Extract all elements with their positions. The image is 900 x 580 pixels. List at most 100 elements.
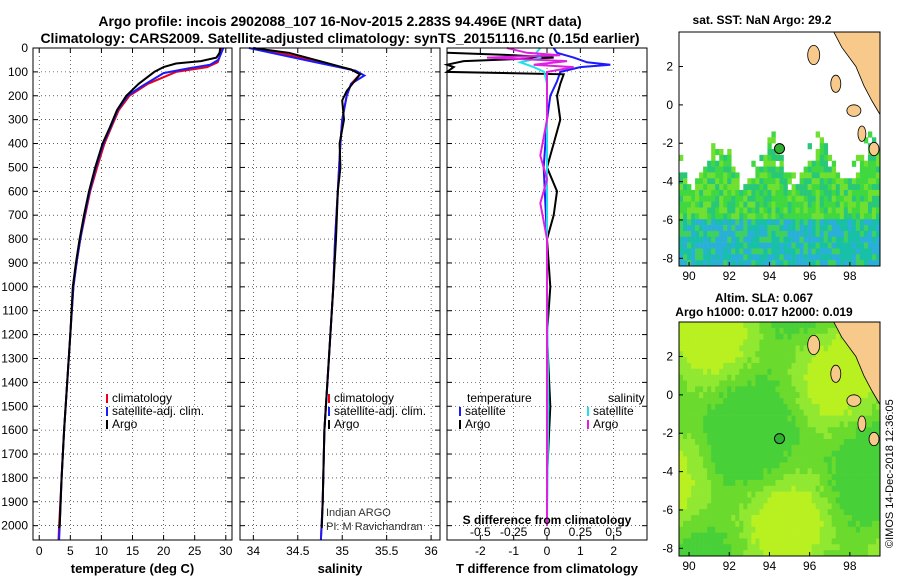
map-cell	[703, 515, 708, 522]
map-cell	[799, 444, 804, 451]
map-cell	[679, 462, 684, 469]
map-cell	[807, 248, 812, 255]
map-cell	[711, 236, 716, 243]
map-cell	[767, 236, 772, 243]
map-cell	[687, 450, 692, 457]
map-cell	[871, 485, 877, 492]
map-cell	[871, 415, 877, 422]
map-cell	[743, 254, 748, 261]
map-cell	[827, 386, 833, 393]
map-cell	[755, 468, 760, 475]
annotation-line1: Indian ARGO	[326, 507, 391, 519]
map-cell	[731, 439, 736, 446]
map-cell	[815, 154, 820, 161]
map-cell	[851, 415, 857, 422]
map-cell	[767, 450, 772, 457]
map-cell	[863, 409, 869, 416]
map-cell	[735, 327, 740, 334]
map-cell	[723, 345, 728, 352]
map-cell	[735, 380, 740, 387]
map-cell	[755, 380, 760, 387]
map-cell	[707, 456, 712, 463]
map-cell	[771, 178, 776, 185]
map-cell	[727, 207, 732, 214]
map-cell	[811, 260, 816, 267]
map-cell	[875, 503, 881, 510]
map-cell	[687, 532, 692, 539]
map-cell	[843, 409, 849, 416]
map-cell	[795, 392, 800, 399]
map-cell	[679, 403, 684, 411]
map-cell	[699, 485, 704, 492]
map-cell	[711, 544, 716, 551]
map-cell	[807, 544, 812, 551]
map-cell	[683, 225, 688, 232]
argo-position-marker	[774, 143, 785, 155]
map-cell	[827, 409, 833, 416]
map-cell	[807, 160, 812, 167]
map-cell	[687, 462, 692, 469]
map-cell	[871, 532, 877, 539]
map-cell	[699, 368, 704, 375]
map-cell	[835, 415, 841, 422]
map-cell	[707, 526, 712, 533]
map-cell	[783, 444, 788, 451]
map-cell	[811, 497, 816, 504]
map-cell	[679, 450, 684, 457]
map-cell	[827, 433, 833, 440]
map-cell	[763, 345, 768, 352]
map-cell	[787, 479, 792, 487]
y-tick-label: 1200	[1, 328, 28, 342]
map-cell	[691, 421, 696, 428]
map-cell	[783, 248, 788, 255]
map-cell	[835, 520, 841, 528]
map-cell	[863, 248, 869, 255]
map-cell	[863, 172, 869, 179]
map-cell	[799, 260, 804, 267]
map-cell	[727, 491, 732, 498]
map-cell	[683, 236, 688, 243]
map-cell	[775, 172, 780, 179]
map-cell	[807, 322, 812, 329]
map-cell	[767, 403, 772, 411]
map-cell	[703, 189, 708, 197]
map-cell	[795, 345, 800, 352]
map-cell	[855, 409, 861, 416]
map-cell	[679, 415, 684, 422]
map-cell	[731, 550, 736, 557]
map-cell	[731, 254, 736, 261]
map-cell	[823, 143, 829, 150]
map-cell	[839, 236, 845, 243]
y-tick-label: 1400	[1, 375, 28, 389]
map-cell	[783, 225, 788, 232]
map-cell	[751, 260, 756, 267]
map-cell	[823, 520, 829, 528]
map-cell	[875, 485, 881, 492]
map-cell	[707, 392, 712, 399]
map-cell	[811, 392, 816, 399]
map-cell	[871, 154, 877, 161]
map-cell	[875, 479, 881, 487]
map-cell	[819, 421, 825, 428]
map-cell	[839, 345, 845, 352]
map-cell	[843, 479, 849, 487]
map-cell	[695, 248, 700, 255]
map-cell	[803, 166, 808, 173]
map-cell	[739, 550, 744, 557]
map-cell	[783, 339, 788, 346]
map-cell	[815, 351, 820, 358]
map-cell	[723, 195, 728, 202]
map-cell	[859, 374, 865, 381]
map-cell	[779, 415, 784, 422]
map-cell	[803, 462, 808, 469]
map-cell	[731, 474, 736, 481]
map-cell	[723, 160, 728, 167]
map-cell	[719, 526, 724, 533]
map-cell	[779, 166, 784, 173]
map-cell	[875, 515, 881, 522]
map-cell	[699, 415, 704, 422]
map-cell	[819, 462, 825, 469]
map-cell	[803, 254, 808, 261]
map-cell	[795, 248, 800, 255]
map-cell	[851, 479, 857, 487]
